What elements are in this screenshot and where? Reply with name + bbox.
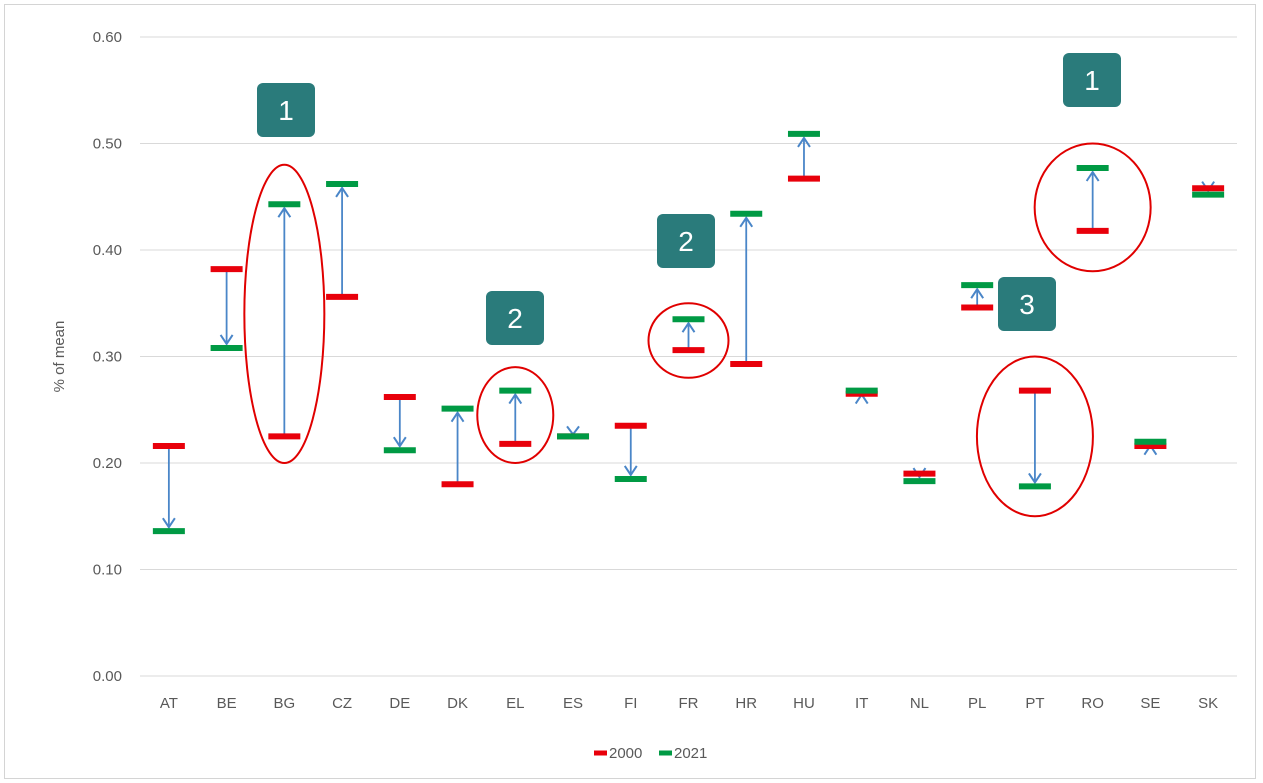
y-tick-label: 0.20 bbox=[93, 455, 122, 472]
arrowhead bbox=[1085, 170, 1100, 182]
annotation-badge: 1 bbox=[257, 83, 315, 137]
annotation-circle bbox=[243, 163, 326, 464]
x-tick-label: AT bbox=[160, 695, 178, 712]
badge-box bbox=[257, 83, 315, 137]
x-tick-label: EL bbox=[506, 695, 524, 712]
x-tick-label: RO bbox=[1081, 695, 1104, 712]
arrowhead bbox=[162, 517, 176, 529]
x-tick-label: HU bbox=[793, 695, 815, 712]
arrowhead bbox=[450, 410, 465, 423]
y-tick-label: 0.60 bbox=[93, 29, 122, 46]
arrows bbox=[162, 136, 1215, 529]
x-tick-label: SE bbox=[1140, 695, 1160, 712]
y-tick-label: 0.10 bbox=[93, 562, 122, 579]
arrowhead bbox=[219, 334, 234, 346]
badge-box bbox=[657, 214, 715, 268]
x-tick-label: PT bbox=[1025, 695, 1044, 712]
x-tick-label: IT bbox=[855, 695, 868, 712]
x-tick-label: BE bbox=[217, 695, 237, 712]
badge-box bbox=[998, 277, 1056, 331]
y-tick-label: 0.50 bbox=[93, 136, 122, 153]
annotation-circle bbox=[1033, 142, 1152, 273]
arrowhead bbox=[277, 206, 292, 218]
x-tick-label: DK bbox=[447, 695, 468, 712]
badge-box bbox=[486, 291, 544, 345]
arrowhead bbox=[623, 465, 638, 477]
annotation-badge: 2 bbox=[486, 291, 544, 345]
arrowhead bbox=[797, 136, 811, 148]
x-tick-label: NL bbox=[910, 695, 929, 712]
x-tick-label: HR bbox=[735, 695, 757, 712]
x-tick-label: PL bbox=[968, 695, 986, 712]
x-tick-label: FR bbox=[679, 695, 699, 712]
badge-label: 2 bbox=[507, 303, 523, 334]
annotation-badge: 1 bbox=[1063, 53, 1121, 107]
x-tick-label: CZ bbox=[332, 695, 352, 712]
legend-label-2000: 2000 bbox=[609, 745, 642, 762]
annotation-badge: 3 bbox=[998, 277, 1056, 331]
y-tick-label: 0.40 bbox=[93, 242, 122, 259]
annotation-circles bbox=[243, 142, 1152, 518]
legend: 2000 2021 bbox=[594, 745, 707, 762]
annotation-circle bbox=[476, 366, 555, 465]
y-axis-title: % of mean bbox=[51, 321, 68, 393]
annotation-badge: 2 bbox=[657, 214, 715, 268]
arrowhead bbox=[335, 186, 349, 198]
y-tick-labels: 0.00 0.10 0.20 0.30 0.40 0.50 0.60 bbox=[93, 29, 122, 685]
y-tick-label: 0.00 bbox=[93, 668, 122, 685]
arrowhead bbox=[508, 392, 523, 405]
badge-label: 1 bbox=[278, 95, 294, 126]
legend-label-2021: 2021 bbox=[674, 745, 707, 762]
annotation-circle bbox=[975, 355, 1094, 518]
y-tick-label: 0.30 bbox=[93, 349, 122, 366]
arrowhead bbox=[739, 215, 754, 228]
x-tick-label: BG bbox=[273, 695, 295, 712]
arrowhead bbox=[681, 321, 696, 333]
annotation-circle bbox=[647, 302, 730, 379]
badge-label: 2 bbox=[678, 226, 694, 257]
badge-box bbox=[1063, 53, 1121, 107]
arrowhead bbox=[970, 287, 985, 299]
value-marks bbox=[152, 130, 1225, 535]
arrowhead bbox=[566, 425, 580, 437]
badge-label: 3 bbox=[1019, 289, 1035, 320]
x-tick-label: SK bbox=[1198, 695, 1218, 712]
arrowhead bbox=[392, 436, 407, 449]
arrowhead bbox=[1028, 472, 1042, 485]
annotation-badges: 1 2 2 3 1 bbox=[257, 53, 1121, 345]
x-tick-labels: AT BE BG CZ DE DK EL ES FI FR HR HU IT NL PL PT RO SE SK bbox=[160, 695, 1218, 712]
x-tick-label: DE bbox=[389, 695, 410, 712]
x-tick-label: FI bbox=[624, 695, 637, 712]
x-tick-label: ES bbox=[563, 695, 583, 712]
badge-label: 1 bbox=[1084, 65, 1100, 96]
